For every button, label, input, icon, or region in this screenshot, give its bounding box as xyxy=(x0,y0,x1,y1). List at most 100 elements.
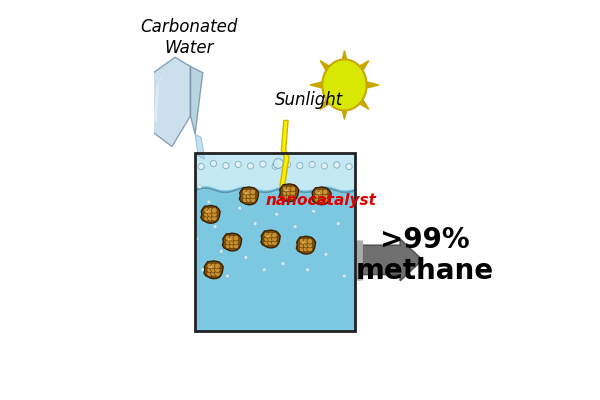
Circle shape xyxy=(322,197,328,202)
Circle shape xyxy=(286,190,292,196)
Circle shape xyxy=(283,194,288,200)
Text: Carbonated
Water: Carbonated Water xyxy=(140,18,238,57)
Circle shape xyxy=(343,274,346,278)
Text: Sunlight: Sunlight xyxy=(275,91,343,109)
Circle shape xyxy=(250,189,256,195)
Circle shape xyxy=(317,192,320,194)
Polygon shape xyxy=(239,187,259,205)
Text: nanocatalyst: nanocatalyst xyxy=(266,193,377,208)
Bar xyxy=(195,190,355,331)
Circle shape xyxy=(322,193,328,199)
Circle shape xyxy=(303,242,309,248)
Circle shape xyxy=(303,238,309,244)
Circle shape xyxy=(319,197,324,202)
Circle shape xyxy=(284,162,290,168)
Circle shape xyxy=(211,212,217,217)
Circle shape xyxy=(208,208,214,213)
Circle shape xyxy=(211,267,217,273)
Polygon shape xyxy=(312,187,331,205)
Circle shape xyxy=(226,243,231,249)
Circle shape xyxy=(210,266,212,268)
Circle shape xyxy=(334,162,340,168)
Circle shape xyxy=(272,236,277,242)
Circle shape xyxy=(207,267,212,273)
Circle shape xyxy=(322,163,328,169)
Circle shape xyxy=(315,189,320,195)
Polygon shape xyxy=(296,236,316,254)
Polygon shape xyxy=(280,120,289,187)
Circle shape xyxy=(207,210,209,213)
Circle shape xyxy=(246,193,252,199)
Circle shape xyxy=(267,235,269,238)
Circle shape xyxy=(229,239,235,245)
Circle shape xyxy=(272,232,277,238)
Circle shape xyxy=(337,222,340,226)
Circle shape xyxy=(208,212,214,217)
Ellipse shape xyxy=(322,60,367,110)
Circle shape xyxy=(264,240,269,246)
Polygon shape xyxy=(320,61,334,75)
Polygon shape xyxy=(154,70,169,122)
Polygon shape xyxy=(148,57,190,146)
Circle shape xyxy=(324,252,328,256)
Circle shape xyxy=(233,235,239,241)
Circle shape xyxy=(198,185,202,188)
Circle shape xyxy=(242,193,248,199)
Circle shape xyxy=(281,262,285,266)
Polygon shape xyxy=(355,95,369,109)
Circle shape xyxy=(211,271,217,276)
Circle shape xyxy=(275,212,278,216)
Circle shape xyxy=(302,241,305,244)
Circle shape xyxy=(290,190,296,196)
Circle shape xyxy=(260,161,266,167)
Circle shape xyxy=(315,197,320,202)
Circle shape xyxy=(319,193,324,199)
Circle shape xyxy=(226,239,231,245)
Polygon shape xyxy=(340,103,349,119)
Circle shape xyxy=(268,232,274,238)
Polygon shape xyxy=(340,50,349,66)
Circle shape xyxy=(253,222,257,226)
Circle shape xyxy=(204,208,209,213)
Circle shape xyxy=(283,186,288,192)
Circle shape xyxy=(268,236,274,242)
Circle shape xyxy=(322,189,328,195)
Polygon shape xyxy=(190,66,203,134)
Circle shape xyxy=(195,237,199,241)
Circle shape xyxy=(299,238,305,244)
Circle shape xyxy=(285,189,287,192)
Circle shape xyxy=(303,246,309,252)
Circle shape xyxy=(250,193,256,199)
Circle shape xyxy=(215,267,220,273)
Circle shape xyxy=(204,215,209,221)
Polygon shape xyxy=(201,206,220,223)
Circle shape xyxy=(299,246,305,252)
Circle shape xyxy=(272,240,277,246)
Circle shape xyxy=(211,263,217,269)
Circle shape xyxy=(229,243,235,249)
Circle shape xyxy=(220,250,223,253)
Polygon shape xyxy=(204,261,223,279)
Circle shape xyxy=(229,235,235,241)
Polygon shape xyxy=(320,95,334,109)
Circle shape xyxy=(245,192,248,194)
Circle shape xyxy=(207,200,211,204)
Circle shape xyxy=(233,243,239,249)
Circle shape xyxy=(309,161,315,168)
Circle shape xyxy=(198,164,205,170)
Circle shape xyxy=(238,206,242,210)
Bar xyxy=(195,153,355,331)
Polygon shape xyxy=(223,233,242,251)
Circle shape xyxy=(233,239,239,245)
Circle shape xyxy=(204,212,209,217)
Circle shape xyxy=(264,236,269,242)
Circle shape xyxy=(211,208,217,213)
Circle shape xyxy=(215,263,220,269)
Polygon shape xyxy=(195,134,205,159)
Circle shape xyxy=(207,271,212,276)
Circle shape xyxy=(247,163,254,169)
Circle shape xyxy=(264,232,269,238)
Circle shape xyxy=(283,190,288,196)
Circle shape xyxy=(244,256,248,259)
Circle shape xyxy=(286,194,292,200)
